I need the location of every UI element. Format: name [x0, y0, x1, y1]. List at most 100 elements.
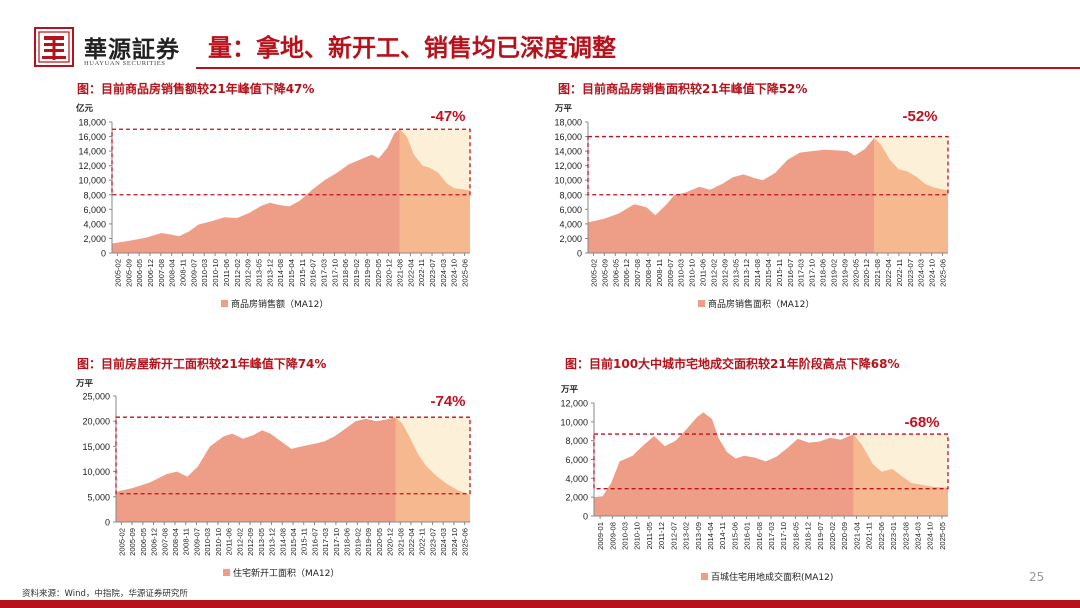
x-tick-label: 2019-02	[353, 528, 362, 556]
x-tick-label: 2024-03	[439, 259, 448, 287]
x-tick-label: 2014-08	[753, 259, 762, 287]
x-tick-label: 2018-12	[804, 522, 813, 550]
x-tick-label: 2014-11	[718, 522, 727, 549]
x-tick-label: 2018-06	[341, 259, 350, 287]
chart-2-title: 图：目前商品房销售面积较21年峰值下降52%	[558, 82, 808, 96]
x-tick-label: 2017-03	[320, 259, 329, 287]
legend-label: 住宅新开工面积（MA12）	[233, 567, 339, 579]
x-tick-label: 2013-12	[265, 259, 274, 287]
x-tick-label: 2020-12	[386, 528, 395, 556]
chart-4-title: 图：目前100大中城市宅地成交面积较21年阶段高点下降68%	[565, 357, 900, 371]
x-tick-label: 2009-07	[666, 259, 675, 287]
x-tick-label: 2013-05	[257, 528, 266, 556]
x-tick-label: 2022-11	[895, 259, 904, 286]
x-tick-label: 2021-08	[873, 259, 882, 287]
x-tick-label: 2011-06	[699, 259, 708, 286]
x-tick-label: 2012-09	[246, 528, 255, 556]
x-tick-label: 2025-06	[461, 259, 470, 287]
y-unit-label: 万平	[554, 104, 573, 114]
series-area-recent	[873, 138, 948, 253]
x-tick-label: 2018-05	[791, 522, 800, 550]
huayuan-logo-icon	[34, 27, 74, 67]
y-tick-label: 10,000	[554, 176, 582, 186]
x-tick-label: 2007-08	[160, 528, 169, 556]
y-tick-label: 2,000	[565, 493, 588, 503]
x-tick-label: 2022-11	[417, 259, 426, 286]
decline-box	[115, 416, 471, 495]
x-tick-label: 2024-10	[928, 259, 937, 287]
x-tick-label: 2025-06	[939, 259, 948, 287]
x-tick-label: 2008-11	[182, 528, 191, 555]
x-tick-label: 2013-09	[694, 522, 703, 550]
x-tick-label: 2017-03	[797, 259, 806, 287]
x-tick-label: 2008-11	[179, 259, 188, 286]
x-tick-label: 2019-02	[352, 259, 361, 287]
x-tick-label: 2013-02	[682, 522, 691, 550]
y-tick-label: 10,000	[78, 176, 106, 186]
slide-title: 量：拿地、新开工、销售均已深度调整	[208, 34, 616, 62]
x-tick-label: 2019-09	[840, 259, 849, 287]
legend-swatch	[223, 569, 230, 576]
x-tick-label: 2009-07	[189, 259, 198, 287]
title-divider	[196, 67, 1080, 69]
x-tick-label: 2024-10	[926, 522, 935, 550]
x-tick-label: 2017-03	[321, 528, 330, 556]
legend-swatch	[221, 300, 228, 307]
x-tick-label: 2007-08	[157, 259, 166, 287]
y-tick-label: 12,000	[78, 161, 106, 171]
x-tick-label: 2012-09	[244, 259, 253, 287]
x-tick-label: 2020-05	[374, 259, 383, 287]
x-tick-label: 2020-05	[851, 259, 860, 287]
series-area	[588, 138, 874, 253]
x-tick-label: 2017-10	[808, 259, 817, 287]
x-tick-label: 2016-07	[310, 528, 319, 556]
chart-3-title: 图：目前房屋新开工面积较21年峰值下降74%	[77, 357, 327, 371]
x-tick-label: 2017-10	[330, 259, 339, 287]
brand-name: 華源証券	[84, 36, 180, 63]
legend-label: 商品房销售面积（MA12）	[708, 298, 814, 310]
x-tick-label: 2018-06	[343, 528, 352, 556]
series-area	[112, 129, 400, 253]
x-tick-label: 2009-08	[608, 522, 617, 550]
x-tick-label: 2006-12	[146, 259, 155, 287]
x-tick-label: 2006-12	[622, 259, 631, 287]
x-tick-label: 2022-04	[406, 259, 415, 287]
x-tick-label: 2020-12	[385, 259, 394, 287]
decline-box	[593, 433, 949, 490]
x-tick-label: 2024-03	[439, 528, 448, 556]
x-tick-label: 2009-07	[192, 528, 201, 556]
x-tick-label: 2006-05	[611, 259, 620, 287]
y-tick-label: 8,000	[83, 190, 106, 200]
x-tick-label: 2025-06	[461, 528, 470, 556]
y-unit-label: 万平	[560, 385, 579, 395]
decline-annotation: -74%	[430, 393, 465, 410]
y-tick-label: 0	[577, 249, 582, 259]
x-tick-label: 2015-04	[287, 259, 296, 287]
x-tick-label: 2011-06	[225, 528, 234, 555]
y-tick-label: 16,000	[78, 132, 106, 142]
x-tick-label: 2008-04	[168, 259, 177, 287]
x-tick-label: 2013-12	[268, 528, 277, 556]
x-tick-label: 2022-04	[407, 528, 416, 556]
x-tick-label: 2014-08	[276, 259, 285, 287]
x-tick-label: 2005-09	[128, 528, 137, 556]
x-tick-label: 2012-02	[233, 259, 242, 287]
x-tick-label: 2005-02	[113, 259, 122, 287]
y-tick-label: 2,000	[559, 234, 582, 244]
x-tick-label: 2015-11	[298, 259, 307, 286]
x-tick-label: 2024-10	[450, 528, 459, 556]
y-tick-label: 4,000	[83, 219, 106, 229]
y-tick-label: 2,000	[83, 234, 106, 244]
y-tick-label: 18,000	[554, 118, 582, 128]
legend-swatch	[698, 300, 705, 307]
x-tick-label: 2021-08	[396, 528, 405, 556]
x-tick-label: 2019-02	[829, 259, 838, 287]
x-tick-label: 2020-02	[828, 522, 837, 550]
series-area	[594, 412, 854, 516]
x-tick-label: 2005-09	[124, 259, 133, 287]
x-tick-label: 2024-03	[913, 522, 922, 550]
x-tick-label: 2005-09	[600, 259, 609, 287]
y-tick-label: 20,000	[82, 417, 110, 427]
